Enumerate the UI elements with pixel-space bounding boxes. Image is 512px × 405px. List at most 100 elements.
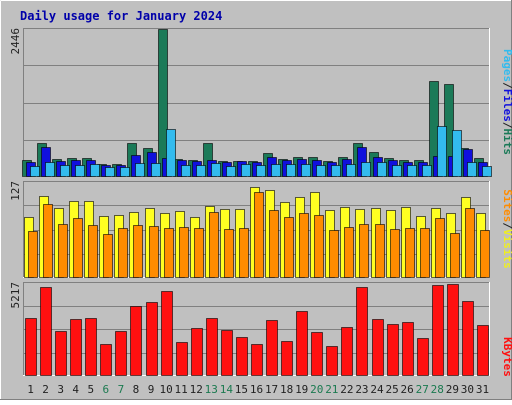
bar-bottom-kbytes-day-1 [25, 318, 37, 376]
panel-middle-legend-item-1: / [501, 222, 512, 229]
x-tick-label-day-10: 10 [159, 383, 172, 396]
bar-bottom-kbytes-day-14 [221, 330, 233, 376]
bar-top-pages-day-5 [90, 164, 100, 177]
bar-bottom-kbytes-day-6 [100, 344, 112, 376]
x-tick-label-day-6: 6 [103, 383, 110, 396]
bar-top-pages-day-25 [392, 165, 402, 177]
panel-top-plot-area [23, 28, 490, 177]
x-tick-label-day-15: 15 [235, 383, 248, 396]
bar-middle-sites-day-29 [450, 233, 460, 278]
bar-middle-sites-day-9 [149, 226, 159, 278]
bar-top-pages-day-18 [286, 164, 296, 177]
bar-top-pages-day-30 [467, 162, 477, 177]
panel-top-ymax-label: 2446 [9, 28, 22, 55]
bar-top-pages-day-14 [226, 166, 236, 177]
bar-bottom-kbytes-day-28 [432, 285, 444, 376]
bar-top-pages-day-19 [301, 164, 311, 177]
bar-middle-sites-day-31 [480, 230, 490, 278]
x-tick-label-day-20: 20 [310, 383, 323, 396]
x-tick-label-day-5: 5 [87, 383, 94, 396]
bar-middle-sites-day-6 [103, 234, 113, 278]
bar-bottom-kbytes-day-23 [356, 287, 368, 376]
bar-bottom-kbytes-day-25 [387, 324, 399, 376]
bar-middle-sites-day-30 [465, 208, 475, 278]
bar-middle-sites-day-28 [435, 218, 445, 278]
bar-top-pages-day-26 [407, 165, 417, 177]
panel-top-legend-item-1: / [501, 82, 512, 89]
bar-bottom-kbytes-day-31 [477, 325, 489, 376]
bar-top-pages-day-16 [256, 165, 266, 177]
bar-bottom-kbytes-day-30 [462, 301, 474, 376]
panel-middle-legend-item-0: Sites [501, 189, 512, 222]
bar-top-pages-day-1 [30, 166, 40, 177]
x-tick-label-day-29: 29 [446, 383, 459, 396]
bar-bottom-kbytes-day-24 [372, 319, 384, 376]
x-tick-label-day-17: 17 [265, 383, 278, 396]
bar-bottom-kbytes-day-5 [85, 318, 97, 376]
bar-middle-sites-day-21 [329, 230, 339, 278]
bar-top-pages-day-17 [271, 164, 281, 177]
bar-middle-sites-day-25 [390, 229, 400, 278]
bar-middle-sites-day-7 [118, 228, 128, 278]
bar-bottom-kbytes-day-29 [447, 284, 459, 376]
x-tick-label-day-14: 14 [220, 383, 234, 396]
bar-middle-sites-day-10 [164, 228, 174, 278]
bar-top-pages-day-9 [151, 163, 161, 177]
bar-bottom-kbytes-day-3 [55, 331, 67, 376]
bar-bottom-kbytes-day-27 [417, 338, 429, 376]
bar-top-pages-day-23 [361, 162, 371, 177]
bar-middle-sites-day-17 [269, 210, 279, 278]
bar-middle-sites-day-18 [284, 217, 294, 278]
x-tick-label-day-27: 27 [416, 383, 429, 396]
bar-bottom-kbytes-day-2 [40, 287, 52, 376]
bar-top-pages-day-6 [105, 167, 115, 177]
bar-bottom-kbytes-day-26 [402, 322, 414, 376]
x-tick-label-day-31: 31 [476, 383, 489, 396]
panel-top-legend: Pages/Files/Hits [501, 49, 512, 155]
x-tick-label-day-21: 21 [325, 383, 338, 396]
x-tick-label-day-25: 25 [385, 383, 398, 396]
bar-top-pages-day-15 [241, 164, 251, 177]
x-tick-label-day-23: 23 [355, 383, 368, 396]
bar-bottom-kbytes-day-22 [341, 327, 353, 376]
x-tick-label-day-18: 18 [280, 383, 293, 396]
bar-bottom-kbytes-day-17 [266, 320, 278, 376]
x-tick-label-day-13: 13 [205, 383, 218, 396]
bar-middle-sites-day-5 [88, 225, 98, 278]
x-tick-label-day-26: 26 [401, 383, 414, 396]
bar-middle-sites-day-4 [73, 218, 83, 278]
x-tick-label-day-19: 19 [295, 383, 308, 396]
panel-top-legend-item-4: Hits [501, 129, 512, 156]
bar-bottom-kbytes-day-11 [176, 342, 188, 376]
x-tick-label-day-12: 12 [190, 383, 203, 396]
bar-top-pages-day-22 [346, 164, 356, 177]
bar-top-pages-day-4 [75, 165, 85, 177]
bar-middle-sites-day-11 [179, 227, 189, 278]
bar-top-pages-day-29 [452, 130, 462, 177]
bar-bottom-kbytes-day-7 [115, 331, 127, 376]
panel-top-legend-item-2: Files [501, 89, 512, 122]
panel-middle: 127 Sites/Visits [9, 181, 512, 278]
x-tick-label-day-8: 8 [133, 383, 140, 396]
panel-top-legend-item-0: Pages [501, 49, 512, 82]
bar-top-pages-day-2 [45, 162, 55, 177]
bar-top-pages-day-28 [437, 126, 447, 177]
bar-middle-sites-day-14 [224, 229, 234, 278]
bar-top-pages-day-13 [211, 163, 221, 177]
bar-top-pages-day-12 [196, 165, 206, 177]
series-kbytes [25, 284, 489, 376]
bar-bottom-kbytes-day-16 [251, 344, 263, 376]
x-tick-label-day-11: 11 [175, 383, 188, 396]
chart-panels: 2446Pages/Files/Hits127Sites/Visits5217K… [9, 28, 512, 377]
bar-middle-sites-day-15 [239, 228, 249, 278]
bar-top-pages-day-10 [166, 129, 176, 177]
bar-top-pages-day-21 [331, 165, 341, 177]
bar-top-pages-day-8 [135, 163, 145, 177]
panel-bottom-ymax-label: 5217 [9, 282, 22, 309]
bar-middle-sites-day-2 [43, 204, 53, 278]
panel-bottom: 5217 KBytes [9, 282, 512, 377]
panel-middle-legend: Sites/Visits [501, 189, 512, 269]
